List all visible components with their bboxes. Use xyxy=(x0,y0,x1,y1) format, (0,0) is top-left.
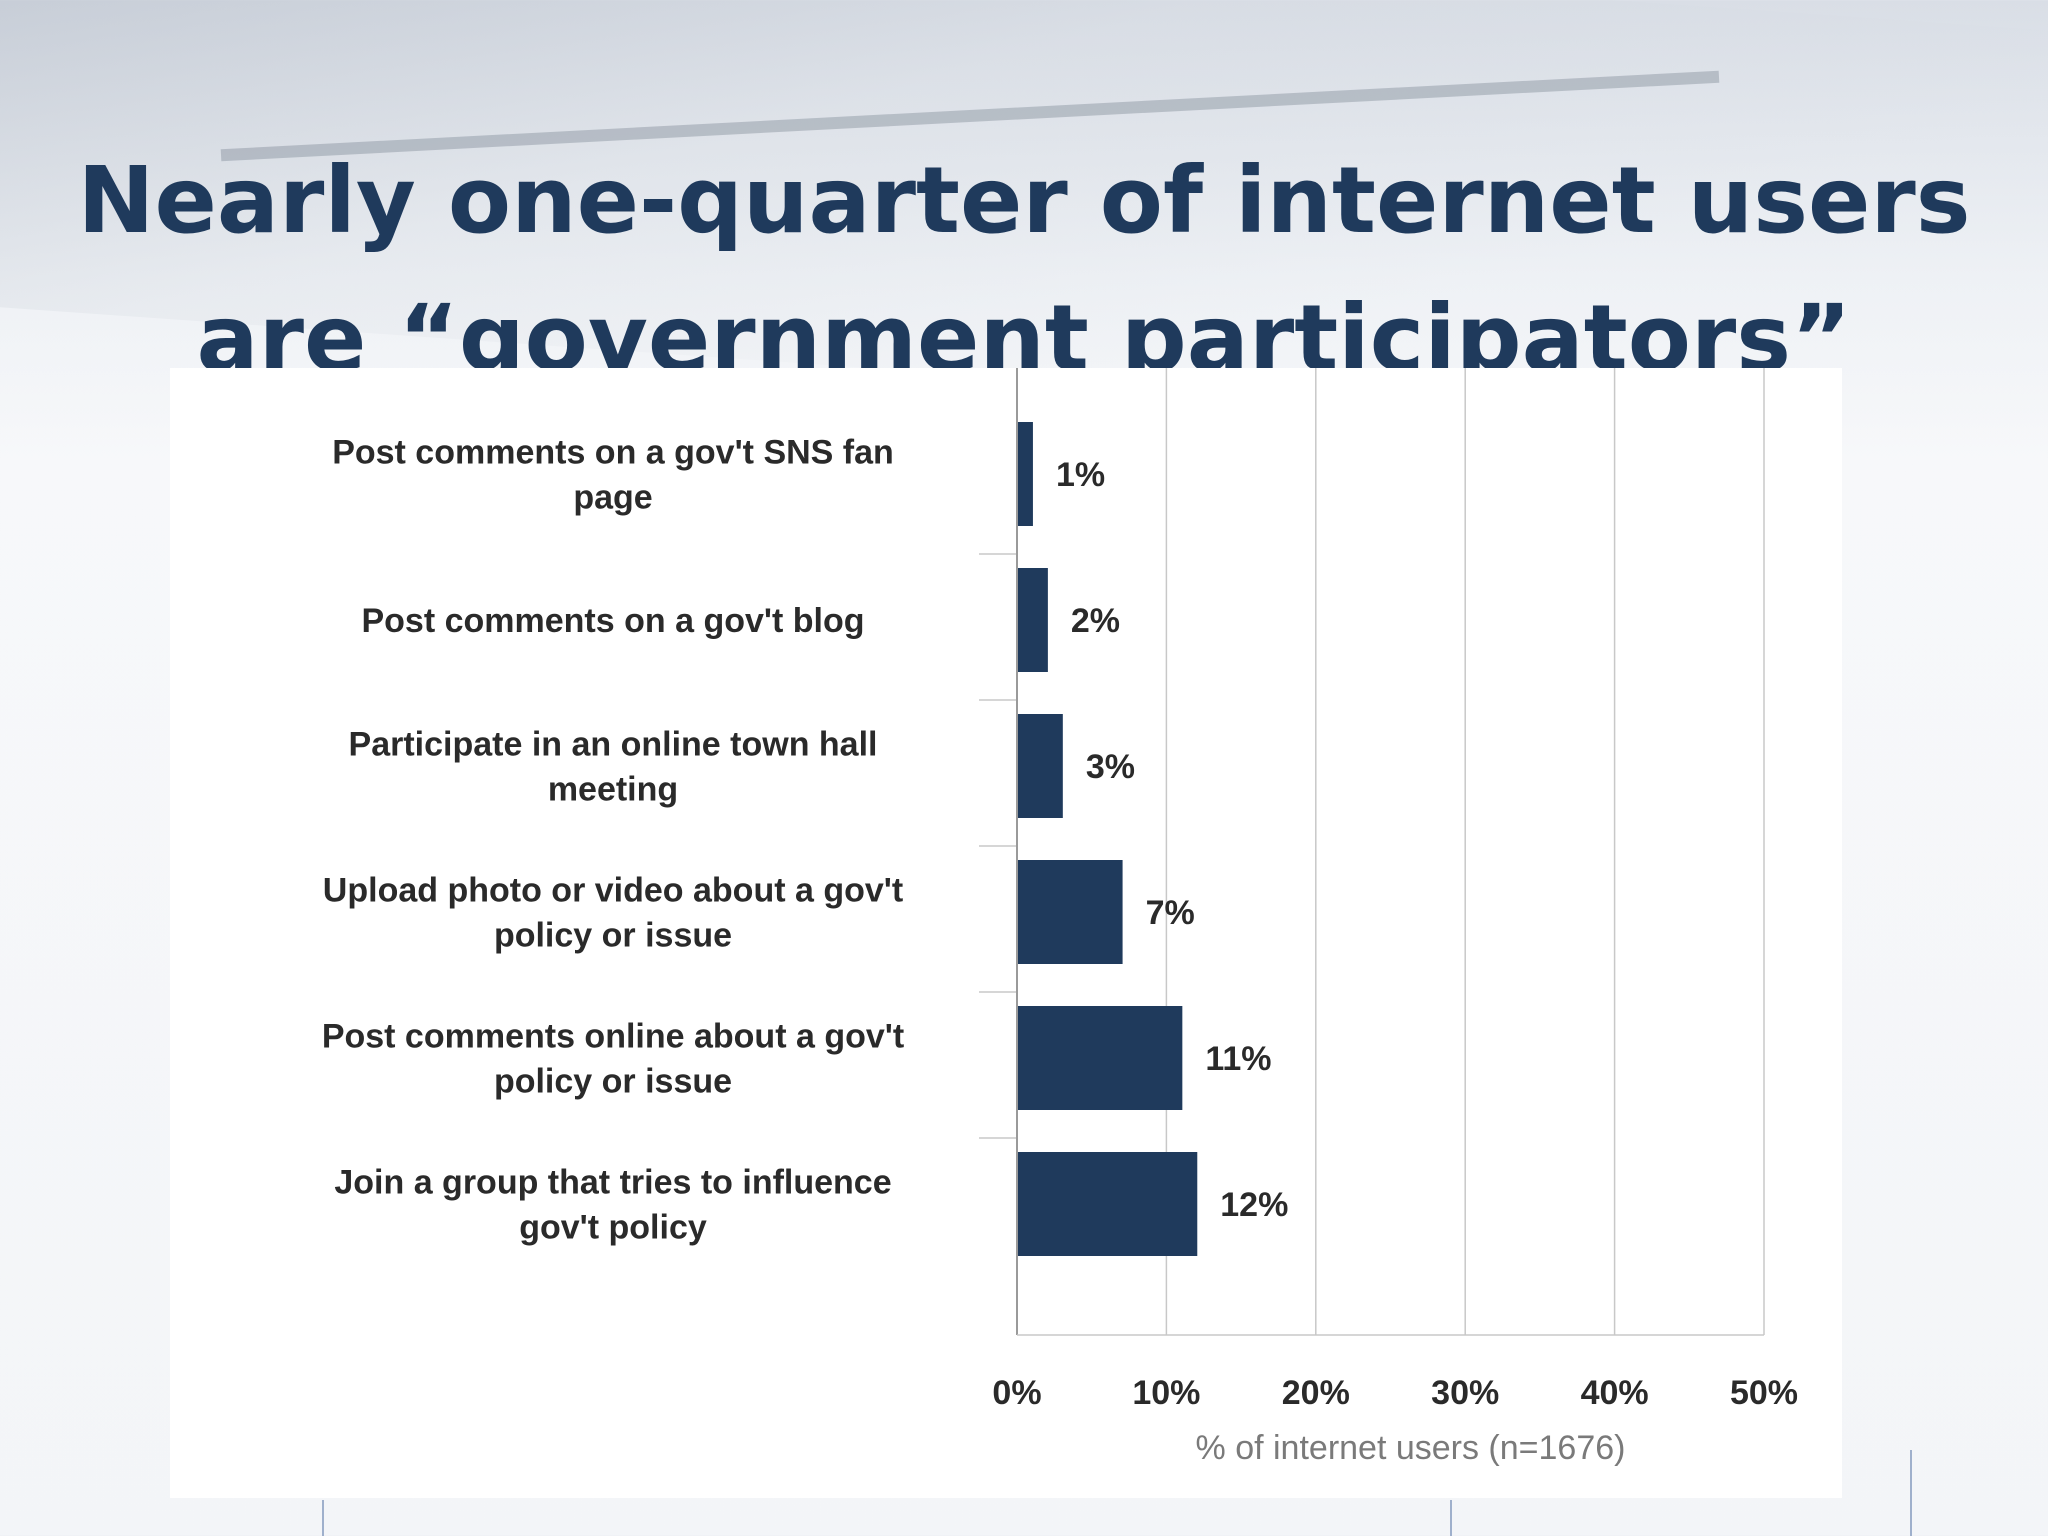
decorative-line-middle xyxy=(1450,1500,1452,1536)
bar xyxy=(1018,568,1048,672)
x-tick-label: 40% xyxy=(1581,1374,1649,1412)
category-label-line: policy or issue xyxy=(494,1063,732,1101)
category-label: Upload photo or video about a gov't polic… xyxy=(323,872,903,955)
category-label-line: policy or issue xyxy=(494,917,732,955)
bar xyxy=(1018,422,1033,526)
data-label: 1% xyxy=(1056,456,1105,494)
category-label-line: Post comments on a gov't blog xyxy=(361,602,864,640)
category-label: Post comments on a gov't SNS fan page xyxy=(332,434,894,517)
category-label-line: meeting xyxy=(548,771,678,809)
category-label: Post comments online about a gov't policy… xyxy=(322,1018,904,1101)
chart-panel: 1% Post comments on a gov't SNS fan page 2%… xyxy=(170,368,1842,1498)
x-tick-label: 20% xyxy=(1282,1374,1350,1412)
x-tick-label: 30% xyxy=(1431,1374,1499,1412)
category-label: Participate in an online town hall meetin… xyxy=(349,726,878,809)
data-label: 12% xyxy=(1220,1186,1288,1224)
bar xyxy=(1018,1152,1198,1256)
x-tick-label: 50% xyxy=(1730,1374,1798,1412)
bar xyxy=(1018,860,1123,964)
category-label-line: page xyxy=(573,479,652,517)
decorative-line-left xyxy=(322,1500,324,1536)
category-label-line: gov't policy xyxy=(519,1209,707,1247)
category-label-line: Participate in an online town hall xyxy=(349,726,878,764)
bar xyxy=(1018,714,1063,818)
category-label-line: Join a group that tries to influence xyxy=(334,1164,891,1202)
data-label: 11% xyxy=(1205,1040,1271,1078)
x-axis-label: % of internet users (n=1676) xyxy=(1196,1429,1626,1467)
category-label-line: Upload photo or video about a gov't xyxy=(323,872,903,910)
data-label: 2% xyxy=(1071,602,1120,640)
category-label-line: Post comments on a gov't SNS fan xyxy=(332,434,894,472)
x-tick-label: 10% xyxy=(1132,1374,1200,1412)
bar-chart: 1% Post comments on a gov't SNS fan page 2%… xyxy=(322,368,1798,1467)
x-tick-label: 0% xyxy=(992,1374,1041,1412)
slide-title-line-1: Nearly one-quarter of internet users xyxy=(77,146,1971,254)
data-label: 3% xyxy=(1086,748,1135,786)
category-label: Join a group that tries to influence gov'… xyxy=(334,1164,891,1247)
slide-title: Nearly one-quarter of internet users are… xyxy=(0,132,2048,408)
category-label-line: Post comments online about a gov't xyxy=(322,1018,904,1056)
decorative-line-right xyxy=(1910,1450,1912,1536)
bar xyxy=(1018,1006,1183,1110)
data-label: 7% xyxy=(1146,894,1195,932)
category-label: Post comments on a gov't blog xyxy=(361,602,864,640)
